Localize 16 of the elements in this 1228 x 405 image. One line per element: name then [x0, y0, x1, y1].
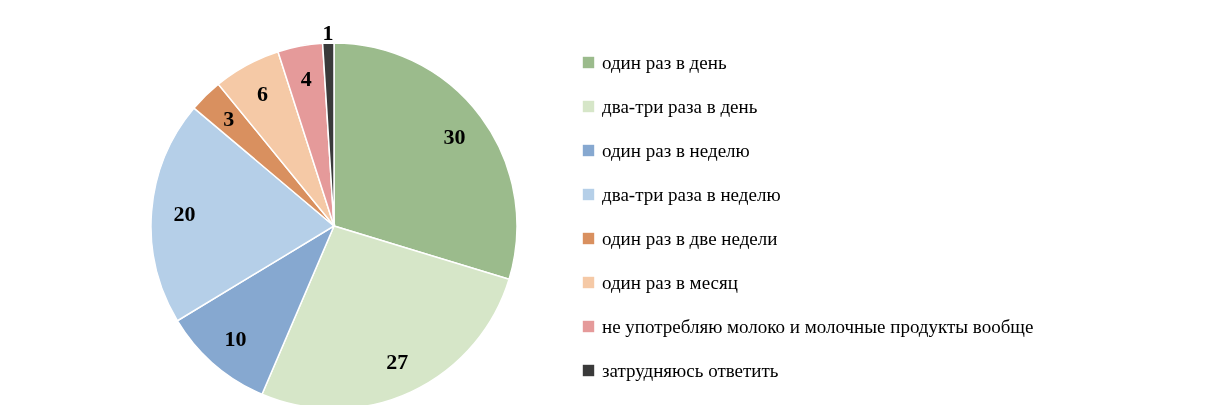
data-label: 4 — [300, 65, 312, 91]
legend-label: один раз в две недели — [602, 227, 778, 249]
data-label: 3 — [223, 106, 235, 132]
data-label: 20 — [173, 201, 196, 227]
legend-label: не употребляю молоко и молочные продукты вообще — [602, 315, 1034, 337]
legend-label: два-три раза в неделю — [602, 183, 781, 205]
data-label: 27 — [386, 349, 409, 374]
data-label: 30 — [443, 123, 466, 149]
data-label: 6 — [256, 81, 268, 107]
legend-label: два-три раза в день — [602, 95, 758, 117]
legend-label: один раз в неделю — [602, 139, 750, 161]
legend-label: один раз в месяц — [602, 271, 738, 293]
data-label: 10 — [224, 326, 247, 352]
legend-label: затрудняюсь ответить — [602, 359, 779, 381]
data-label: 1 — [322, 20, 334, 46]
legend-label: один раз в день — [602, 51, 727, 73]
